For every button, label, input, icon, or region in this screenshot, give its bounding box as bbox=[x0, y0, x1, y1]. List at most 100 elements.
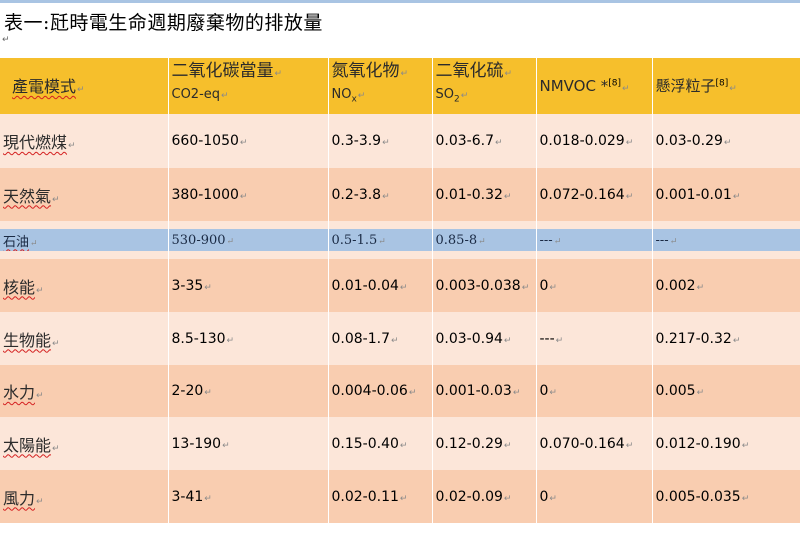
cell-mark: ↵ bbox=[503, 191, 512, 202]
value-nmvoc: 0 bbox=[539, 383, 549, 399]
cell-mark: ↵ bbox=[399, 282, 408, 293]
value-so2: 0.01-0.32 bbox=[435, 186, 503, 203]
value-cell-nmvoc[interactable]: 0↵ bbox=[535, 259, 652, 312]
value-cell-co2[interactable]: 2-20↵ bbox=[167, 365, 328, 417]
value-cell-so2[interactable]: 0.03-0.94↵ bbox=[431, 312, 536, 365]
top-border-line bbox=[0, 0, 800, 3]
header-pm[interactable]: 懸浮粒子[8]↵ bbox=[651, 58, 800, 114]
value-co2: 380-1000 bbox=[171, 186, 239, 203]
row-name-cell[interactable]: 生物能↵ bbox=[0, 312, 168, 365]
value-nox: 0.2-3.8 bbox=[331, 186, 382, 203]
value-nmvoc: 0 bbox=[539, 277, 549, 294]
value-cell-so2[interactable]: 0.001-0.03↵ bbox=[431, 365, 536, 417]
cell-mark: ↵ bbox=[503, 493, 512, 504]
row-name: 現代燃煤 bbox=[3, 133, 68, 152]
row-spacer bbox=[0, 221, 800, 229]
value-cell-pm[interactable]: 0.005-0.035↵ bbox=[651, 470, 800, 523]
value-cell-pm[interactable]: ---↵ bbox=[651, 229, 800, 251]
value-pm: 0.001-0.01 bbox=[655, 186, 732, 203]
value-co2: 2-20 bbox=[171, 383, 204, 399]
value-cell-nmvoc[interactable]: 0↵ bbox=[535, 470, 652, 523]
value-cell-so2[interactable]: 0.01-0.32↵ bbox=[431, 168, 536, 221]
row-name-cell[interactable]: 核能↵ bbox=[0, 259, 168, 312]
value-nox: 0.08-1.7 bbox=[331, 330, 391, 347]
value-cell-co2[interactable]: 3-41↵ bbox=[167, 470, 328, 523]
header-nmvoc[interactable]: NMVOC *[8]↵ bbox=[535, 58, 652, 114]
value-cell-pm[interactable]: 0.012-0.190↵ bbox=[651, 417, 800, 470]
cell-mark: ↵ bbox=[382, 191, 390, 202]
value-cell-nmvoc[interactable]: 0.070-0.164↵ bbox=[535, 417, 652, 470]
spacer-cell bbox=[0, 221, 168, 229]
cell-mark: ↵ bbox=[399, 493, 408, 504]
cell-mark: ↵ bbox=[625, 440, 634, 451]
value-cell-nmvoc[interactable]: 0↵ bbox=[535, 365, 652, 417]
value-cell-co2[interactable]: 380-1000↵ bbox=[167, 168, 328, 221]
row-name: 石油 bbox=[3, 234, 30, 250]
cell-mark: ↵ bbox=[378, 236, 386, 247]
value-cell-nox[interactable]: 0.2-3.8↵ bbox=[327, 168, 432, 221]
value-cell-so2[interactable]: 0.85-8↵ bbox=[431, 229, 536, 251]
value-co2: 3-41 bbox=[171, 488, 204, 505]
cell-mark: ↵ bbox=[36, 391, 44, 401]
value-cell-so2[interactable]: 0.003-0.038↵ bbox=[431, 259, 536, 312]
row-name-cell[interactable]: 風力↵ bbox=[0, 470, 168, 523]
cell-mark: ↵ bbox=[391, 335, 399, 346]
header-mode[interactable]: 產電模式↵ bbox=[0, 58, 168, 114]
header-so2[interactable]: 二氧化硫↵ SO2↵ bbox=[431, 58, 536, 114]
value-cell-nmvoc[interactable]: ---↵ bbox=[535, 312, 652, 365]
value-cell-co2[interactable]: 13-190↵ bbox=[167, 417, 328, 470]
value-cell-nox[interactable]: 0.3-3.9↵ bbox=[327, 114, 432, 168]
value-cell-so2[interactable]: 0.02-0.09↵ bbox=[431, 470, 536, 523]
header-co2[interactable]: 二氧化碳當量↵ CO2-eq↵ bbox=[167, 58, 328, 114]
value-cell-nmvoc[interactable]: ---↵ bbox=[535, 229, 652, 251]
table-row: 現代燃煤↵ 660-1050↵ 0.3-3.9↵ 0.03-6.7↵ 0.018-0.0… bbox=[0, 114, 800, 168]
row-name-cell[interactable]: 現代燃煤↵ bbox=[0, 114, 168, 168]
value-co2: 8.5-130 bbox=[171, 330, 226, 347]
cell-mark: ↵ bbox=[52, 338, 60, 349]
cell-mark: ↵ bbox=[408, 388, 417, 398]
cell-mark: ↵ bbox=[204, 493, 212, 504]
value-cell-nox[interactable]: 0.004-0.06↵ bbox=[327, 365, 432, 417]
value-cell-nox[interactable]: 0.08-1.7↵ bbox=[327, 312, 432, 365]
header-nox[interactable]: 氮氧化物↵ NOx↵ bbox=[327, 58, 432, 114]
row-name: 風力 bbox=[3, 488, 36, 508]
row-name-cell[interactable]: 石油↵ bbox=[0, 229, 168, 251]
value-so2: 0.02-0.09 bbox=[435, 488, 503, 505]
value-cell-nmvoc[interactable]: 0.018-0.029↵ bbox=[535, 114, 652, 168]
value-cell-pm[interactable]: 0.217-0.32↵ bbox=[651, 312, 800, 365]
value-cell-nox[interactable]: 0.01-0.04↵ bbox=[327, 259, 432, 312]
value-so2: 0.85-8 bbox=[435, 232, 478, 248]
value-cell-co2[interactable]: 530-900↵ bbox=[167, 229, 328, 251]
value-nox: 0.01-0.04 bbox=[331, 277, 399, 294]
spacer-cell bbox=[167, 221, 328, 229]
value-cell-so2[interactable]: 0.03-6.7↵ bbox=[431, 114, 536, 168]
table-row: 石油↵ 530-900↵ 0.5-1.5↵ 0.85-8↵ ---↵ ---↵ bbox=[0, 229, 800, 251]
spacer-cell bbox=[167, 251, 328, 259]
value-so2: 0.03-6.7 bbox=[435, 133, 495, 149]
value-cell-nox[interactable]: 0.02-0.11↵ bbox=[327, 470, 432, 523]
row-name-cell[interactable]: 太陽能↵ bbox=[0, 417, 168, 470]
value-co2: 530-900 bbox=[171, 232, 226, 248]
row-name-cell[interactable]: 水力↵ bbox=[0, 365, 168, 417]
spacer-cell bbox=[535, 221, 652, 229]
value-pm: 0.002 bbox=[655, 277, 696, 294]
value-nmvoc: 0.072-0.164 bbox=[539, 186, 625, 203]
value-cell-nmvoc[interactable]: 0.072-0.164↵ bbox=[535, 168, 652, 221]
cell-mark: ↵ bbox=[239, 138, 248, 148]
value-cell-pm[interactable]: 0.002↵ bbox=[651, 259, 800, 312]
cell-mark: ↵ bbox=[204, 282, 212, 293]
value-cell-pm[interactable]: 0.005↵ bbox=[651, 365, 800, 417]
value-so2: 0.003-0.038 bbox=[435, 277, 521, 294]
value-cell-pm[interactable]: 0.03-0.29↵ bbox=[651, 114, 800, 168]
cell-mark: ↵ bbox=[741, 493, 750, 504]
value-cell-co2[interactable]: 660-1050↵ bbox=[167, 114, 328, 168]
value-cell-co2[interactable]: 8.5-130↵ bbox=[167, 312, 328, 365]
value-cell-co2[interactable]: 3-35↵ bbox=[167, 259, 328, 312]
value-cell-nox[interactable]: 0.15-0.40↵ bbox=[327, 417, 432, 470]
row-name-cell[interactable]: 天然氣↵ bbox=[0, 168, 168, 221]
cell-mark: ↵ bbox=[549, 282, 557, 293]
value-cell-nox[interactable]: 0.5-1.5↵ bbox=[327, 229, 432, 251]
value-cell-so2[interactable]: 0.12-0.29↵ bbox=[431, 417, 536, 470]
spacer-cell bbox=[535, 251, 652, 259]
value-cell-pm[interactable]: 0.001-0.01↵ bbox=[651, 168, 800, 221]
